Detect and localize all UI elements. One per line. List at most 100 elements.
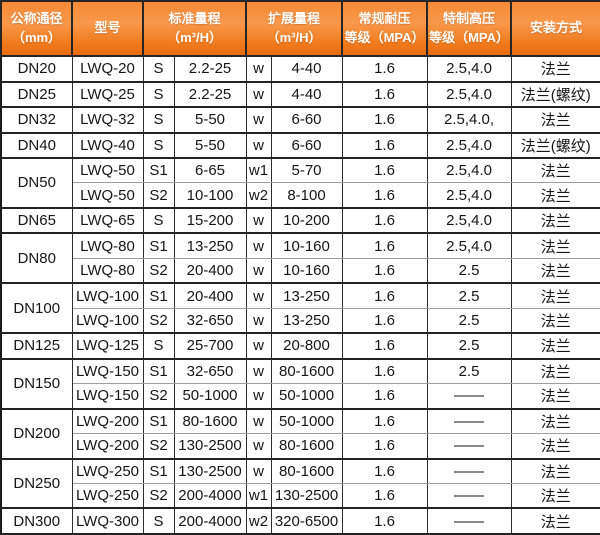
table-row: DN40 LWQ-40 S 5-50 w 6-60 1.6 2.5,4.0 法兰(螺纹) (0, 132, 600, 159)
header-standard-range: 标准量程 （m³/H） (141, 0, 248, 57)
cell-installation: 法兰 (510, 182, 600, 209)
cell-high-pressure: —— (426, 383, 512, 410)
cell-ext-code: w (245, 408, 272, 435)
cell-standard-range: 20-400 (173, 257, 247, 285)
cell-extended-range: 20-800 (270, 332, 343, 360)
header-extended-range: 扩展量程 （m³/H） (245, 0, 344, 57)
cell-installation: 法兰 (510, 332, 600, 360)
cell-extended-range: 4-40 (270, 55, 343, 83)
cell-standard-range: 130-2500 (173, 458, 247, 484)
cell-diameter: DN300 (0, 507, 73, 535)
cell-standard-range: 50-1000 (173, 383, 247, 410)
cell-ext-code: w (245, 232, 272, 259)
cell-ext-code: w (245, 358, 272, 385)
cell-extended-range: 5-70 (270, 157, 343, 184)
cell-high-pressure: 2.5 (426, 332, 512, 360)
spec-table-body: DN20 LWQ-20 S 2.2-25 w 4-40 1.6 2.5,4.0 法兰 DN25 LW… (0, 55, 600, 535)
cell-extended-range: 50-1000 (270, 383, 343, 410)
header-high-pressure: 特制高压 等级（MPA） (426, 0, 513, 57)
cell-high-pressure: —— (426, 482, 512, 510)
cell-standard-range: 200-4000 (173, 507, 247, 535)
header-installation: 安装方式 (510, 0, 600, 57)
table-row: DN125 LWQ-125 S 25-700 w 20-800 1.6 2.5 法兰 (0, 332, 600, 360)
cell-model: LWQ-65 (71, 207, 144, 235)
cell-range-code: S (142, 507, 175, 535)
cell-installation: 法兰(螺纹) (510, 81, 600, 108)
cell-model: LWQ-40 (71, 132, 144, 159)
cell-range-code: S1 (142, 458, 175, 484)
cell-normal-pressure: 1.6 (341, 232, 428, 259)
cell-installation: 法兰 (510, 207, 600, 235)
cell-extended-range: 10-200 (270, 207, 343, 235)
cell-normal-pressure: 1.6 (341, 257, 428, 285)
cell-model: LWQ-300 (71, 507, 144, 535)
cell-installation: 法兰 (510, 458, 600, 484)
cell-standard-range: 15-200 (173, 207, 247, 235)
table-row: DN20 LWQ-20 S 2.2-25 w 4-40 1.6 2.5,4.0 法兰 (0, 55, 600, 83)
cell-high-pressure: 2.5,4.0 (426, 55, 512, 83)
cell-standard-range: 13-250 (173, 232, 247, 259)
cell-ext-code: w (245, 132, 272, 159)
cell-high-pressure: 2.5 (426, 257, 512, 285)
cell-installation: 法兰 (510, 282, 600, 309)
cell-standard-range: 2.2-25 (173, 55, 247, 83)
cell-ext-code: w (245, 458, 272, 484)
cell-high-pressure: 2.5,4.0 (426, 81, 512, 108)
cell-normal-pressure: 1.6 (341, 132, 428, 159)
cell-extended-range: 6-60 (270, 106, 343, 134)
table-row: DN250 LWQ-250 S1 130-2500 w 80-1600 1.6 —— 法兰 (0, 458, 600, 510)
cell-diameter: DN100 (0, 282, 73, 335)
cell-ext-code: w (245, 332, 272, 360)
cell-normal-pressure: 1.6 (341, 482, 428, 510)
cell-standard-range: 25-700 (173, 332, 247, 360)
cell-diameter: DN200 (0, 408, 73, 460)
cell-model: LWQ-150 (71, 383, 144, 410)
table-row: LWQ-250 S2 200-4000 w1 130-2500 1.6 —— 法兰 (1, 482, 600, 510)
cell-normal-pressure: 1.6 (341, 358, 428, 385)
cell-standard-range: 200-4000 (173, 482, 247, 510)
cell-ext-code: w (245, 207, 272, 235)
table-row: DN80 LWQ-80 S1 13-250 w 10-160 1.6 2.5,4.0 法兰 (0, 232, 600, 285)
table-row: LWQ-80 S2 20-400 w 10-160 1.6 2.5 法兰 (1, 257, 600, 285)
cell-range-code: S1 (142, 157, 175, 184)
header-diameter: 公称通径 （mm） (0, 0, 73, 57)
cell-diameter: DN20 (0, 55, 73, 83)
cell-extended-range: 13-250 (270, 282, 343, 309)
cell-diameter: DN250 (0, 458, 73, 510)
cell-installation: 法兰 (510, 257, 600, 285)
cell-normal-pressure: 1.6 (341, 332, 428, 360)
cell-ext-code: w2 (245, 507, 272, 535)
cell-extended-range: 4-40 (270, 81, 343, 108)
cell-installation: 法兰 (510, 507, 600, 535)
table-row: DN150 LWQ-150 S1 32-650 w 80-1600 1.6 2.5 法兰 (0, 358, 600, 410)
cell-normal-pressure: 1.6 (341, 106, 428, 134)
cell-extended-range: 13-250 (270, 307, 343, 335)
cell-extended-range: 6-60 (270, 132, 343, 159)
cell-model: LWQ-80 (71, 257, 144, 285)
cell-range-code: S (142, 106, 175, 134)
spec-table-header: 公称通径 （mm） 型号 标准量程 （m³/H） 扩展量程 （m³/H） 常规耐… (0, 0, 600, 57)
cell-diameter: DN40 (0, 132, 73, 159)
cell-normal-pressure: 1.6 (341, 383, 428, 410)
cell-model: LWQ-25 (71, 81, 144, 108)
cell-installation: 法兰 (510, 408, 600, 435)
cell-installation: 法兰 (510, 383, 600, 410)
cell-ext-code: w (245, 55, 272, 83)
cell-diameter: DN80 (0, 232, 73, 285)
header-model: 型号 (71, 0, 144, 57)
cell-range-code: S2 (142, 383, 175, 410)
cell-normal-pressure: 1.6 (341, 282, 428, 309)
cell-range-code: S1 (142, 358, 175, 385)
cell-model: LWQ-100 (71, 307, 144, 335)
cell-model: LWQ-125 (71, 332, 144, 360)
cell-range-code: S (142, 132, 175, 159)
table-row: DN300 LWQ-300 S 200-4000 w2 320-6500 1.6 —— 法兰 (0, 507, 600, 535)
cell-diameter: DN25 (0, 81, 73, 108)
cell-normal-pressure: 1.6 (341, 458, 428, 484)
cell-diameter: DN125 (0, 332, 73, 360)
cell-model: LWQ-32 (71, 106, 144, 134)
cell-installation: 法兰 (510, 55, 600, 83)
cell-extended-range: 10-160 (270, 257, 343, 285)
cell-normal-pressure: 1.6 (341, 157, 428, 184)
